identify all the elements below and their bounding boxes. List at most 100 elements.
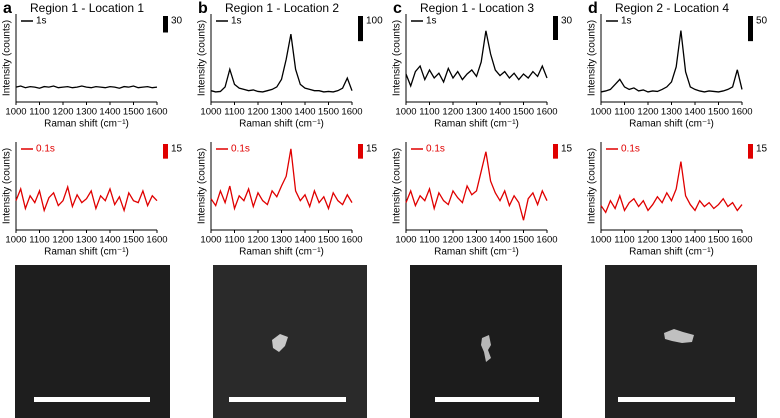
particle <box>664 329 694 343</box>
panel-title: Region 1 - Location 1 <box>30 1 144 15</box>
x-tick-label: 1200 <box>247 107 268 118</box>
y-axis-label: Intensity (counts) <box>587 20 598 96</box>
x-axis-label: Raman shift (cm⁻¹) <box>239 247 324 258</box>
spectrum-line <box>210 148 353 211</box>
spectrum-line <box>210 33 353 93</box>
x-tick-label: 1500 <box>123 235 144 246</box>
sem-image <box>213 265 367 418</box>
x-tick-label: 1100 <box>614 107 634 118</box>
x-tick-label: 1500 <box>513 107 534 118</box>
scale-bar-label: 15 <box>366 144 378 155</box>
scale-bar-label: 15 <box>561 144 573 155</box>
legend-label: 1s <box>621 16 632 27</box>
x-tick-label: 1300 <box>271 235 292 246</box>
sem-scale-bar <box>229 397 346 402</box>
x-tick-label: 1000 <box>5 107 26 118</box>
x-tick-label: 1100 <box>224 235 244 246</box>
x-axis-label: Raman shift (cm⁻¹) <box>44 247 129 258</box>
x-tick-label: 1000 <box>200 235 221 246</box>
panel-title: Region 1 - Location 3 <box>420 1 534 15</box>
x-tick-label: 1200 <box>442 235 463 246</box>
spectrum-line <box>405 30 548 88</box>
x-tick-label: 1600 <box>536 107 557 118</box>
scale-bar <box>748 16 753 42</box>
scale-bar <box>163 144 168 159</box>
x-tick-label: 1500 <box>318 107 339 118</box>
x-tick-label: 1300 <box>271 107 292 118</box>
x-tick-label: 1200 <box>637 107 658 118</box>
scale-bar-label: 100 <box>366 16 383 27</box>
sem-scale-bar <box>618 397 735 402</box>
x-tick-label: 1600 <box>341 235 362 246</box>
particle <box>481 335 491 362</box>
x-tick-label: 1400 <box>684 235 705 246</box>
panel-title: Region 2 - Location 4 <box>615 1 729 15</box>
spectrum-line <box>15 184 158 213</box>
panel-label: a <box>3 0 12 17</box>
x-tick-label: 1100 <box>29 107 49 118</box>
panel-label: c <box>393 0 402 17</box>
panel-label: b <box>198 0 208 17</box>
x-tick-label: 1400 <box>489 107 510 118</box>
x-tick-label: 1500 <box>123 107 144 118</box>
legend-label: 1s <box>36 16 47 27</box>
panel-title: Region 1 - Location 2 <box>225 1 339 15</box>
scale-bar <box>163 16 168 33</box>
x-tick-label: 1500 <box>318 235 339 246</box>
x-tick-label: 1600 <box>731 235 752 246</box>
scale-bar-label: 30 <box>171 16 183 27</box>
spectrum-line <box>600 30 743 93</box>
sem-scale-bar <box>34 397 150 402</box>
x-tick-label: 1500 <box>708 107 729 118</box>
scale-bar <box>358 16 363 42</box>
y-axis-label: Intensity (counts) <box>197 148 208 224</box>
legend-label: 1s <box>231 16 242 27</box>
x-tick-label: 1100 <box>419 235 439 246</box>
x-tick-label: 1600 <box>341 107 362 118</box>
x-tick-label: 1200 <box>442 107 463 118</box>
scale-bar-label: 50 <box>756 16 768 27</box>
x-tick-label: 1300 <box>76 235 97 246</box>
x-tick-label: 1000 <box>590 235 611 246</box>
x-tick-label: 1400 <box>99 235 120 246</box>
y-axis-label: Intensity (counts) <box>587 148 598 224</box>
x-tick-label: 1400 <box>99 107 120 118</box>
y-axis-label: Intensity (counts) <box>392 148 403 224</box>
x-axis-label: Raman shift (cm⁻¹) <box>629 247 714 258</box>
legend-label: 0.1s <box>621 144 640 155</box>
legend-label: 1s <box>426 16 437 27</box>
scale-bar-label: 15 <box>756 144 768 155</box>
scale-bar <box>553 144 558 159</box>
x-tick-label: 1000 <box>590 107 611 118</box>
x-tick-label: 1500 <box>708 235 729 246</box>
x-tick-label: 1100 <box>419 107 439 118</box>
x-tick-label: 1600 <box>146 107 167 118</box>
scale-bar-label: 15 <box>171 144 183 155</box>
x-tick-label: 1100 <box>224 107 244 118</box>
x-tick-label: 1300 <box>661 107 682 118</box>
x-tick-label: 1300 <box>661 235 682 246</box>
x-tick-label: 1300 <box>466 107 487 118</box>
sem-scale-bar <box>435 397 539 402</box>
y-axis-label: Intensity (counts) <box>197 20 208 96</box>
x-axis-label: Raman shift (cm⁻¹) <box>434 119 519 130</box>
x-tick-label: 1000 <box>395 107 416 118</box>
x-tick-label: 1000 <box>395 235 416 246</box>
spectrum-line <box>405 151 548 221</box>
x-tick-label: 1300 <box>466 235 487 246</box>
legend-label: 0.1s <box>426 144 445 155</box>
y-axis-label: Intensity (counts) <box>2 148 13 224</box>
panel-label: d <box>588 0 598 17</box>
x-tick-label: 1200 <box>52 235 73 246</box>
scale-bar <box>748 144 753 159</box>
scale-bar-label: 30 <box>561 16 573 27</box>
scale-bar <box>358 144 363 159</box>
x-tick-label: 1400 <box>489 235 510 246</box>
scale-bar <box>553 16 558 40</box>
particle <box>272 334 288 352</box>
x-tick-label: 1600 <box>536 235 557 246</box>
x-axis-label: Raman shift (cm⁻¹) <box>239 119 324 130</box>
spectrum-line <box>600 161 743 214</box>
x-tick-label: 1200 <box>637 235 658 246</box>
